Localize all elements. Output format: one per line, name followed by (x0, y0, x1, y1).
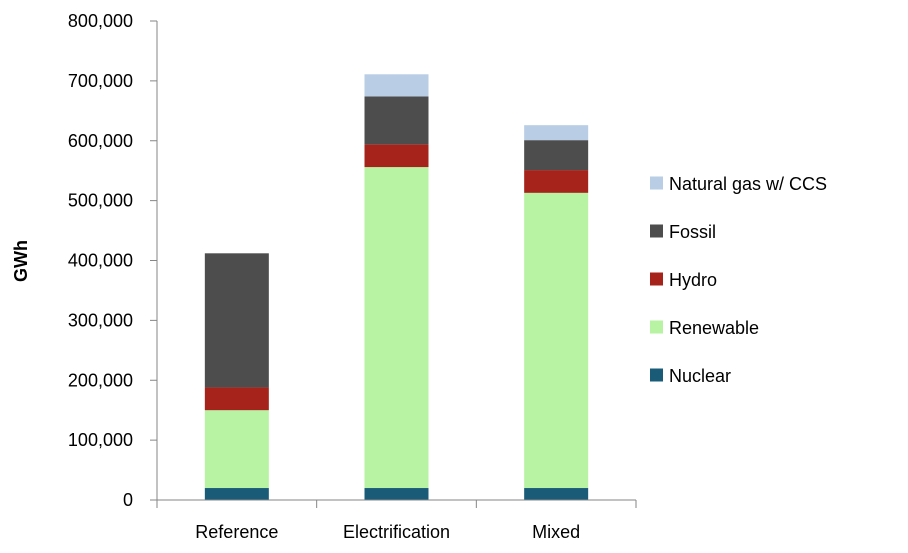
bar-segment-fossil (204, 253, 269, 388)
x-tick-label: Reference (195, 522, 278, 542)
y-tick-label: 700,000 (68, 71, 133, 91)
x-tick-label: Electrification (343, 522, 450, 542)
y-tick-label: 200,000 (68, 370, 133, 390)
legend-label: Hydro (669, 270, 717, 290)
bar-segment-fossil (364, 96, 429, 145)
bar-segment-natural-gas-w-ccs (524, 125, 589, 141)
bar-segment-renewable (524, 192, 589, 489)
bar-segment-nuclear (364, 488, 429, 500)
legend: Natural gas w/ CCS Fossil Hydro Renewable Nu… (650, 174, 827, 386)
axes (156, 21, 636, 501)
bar-segment-hydro (524, 170, 589, 193)
y-axis-ticks: 0 100,000 200,000 300,000 400,000 500,000 600,… (68, 11, 157, 510)
legend-swatch (650, 224, 663, 238)
bar-segment-nuclear (204, 488, 269, 500)
legend-swatch (650, 176, 663, 190)
x-axis-ticks: Reference Electrification Mixed (156, 500, 637, 542)
bar-segment-renewable (364, 167, 429, 489)
y-tick-label: 500,000 (68, 191, 133, 211)
y-tick-label: 300,000 (68, 310, 133, 330)
legend-swatch (650, 272, 663, 286)
y-tick-label: 400,000 (68, 251, 133, 271)
legend-swatch (650, 368, 663, 382)
legend-label: Natural gas w/ CCS (669, 174, 827, 194)
legend-label: Renewable (669, 318, 759, 338)
bar-segment-nuclear (524, 488, 589, 500)
bar-segment-fossil (524, 140, 589, 171)
y-tick-label: 0 (123, 490, 133, 510)
x-tick-label: Mixed (532, 522, 580, 542)
y-axis-title: GWh (11, 240, 31, 282)
legend-label: Nuclear (669, 366, 731, 386)
legend-swatch (650, 320, 663, 334)
bar-segment-hydro (204, 387, 269, 411)
bar-segment-natural-gas-w-ccs (364, 74, 429, 97)
bar-segment-renewable (204, 410, 269, 489)
y-tick-label: 600,000 (68, 131, 133, 151)
bar-segment-hydro (364, 144, 429, 168)
y-tick-label: 800,000 (68, 11, 133, 31)
legend-label: Fossil (669, 222, 716, 242)
y-tick-label: 100,000 (68, 430, 133, 450)
bars (204, 74, 589, 500)
